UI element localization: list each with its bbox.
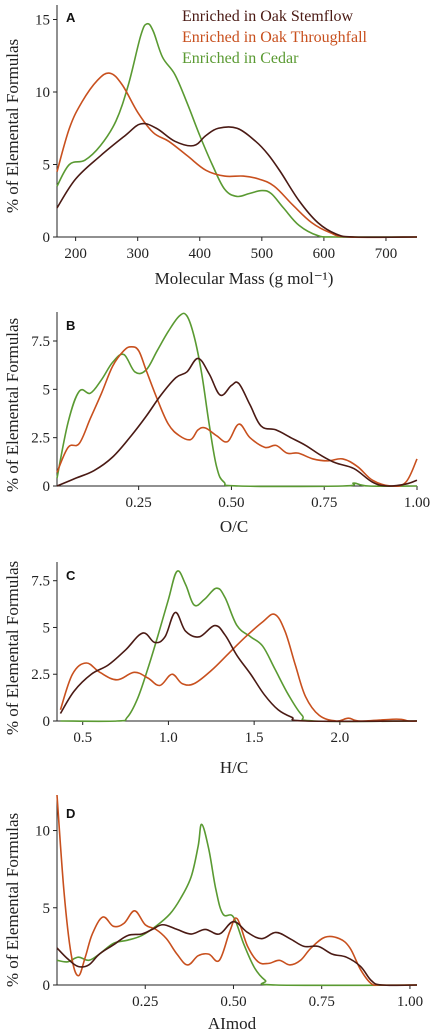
- panel-d-letter: D: [66, 806, 75, 821]
- panel-c-y-tick-label: 7.5: [31, 574, 50, 590]
- panel-b-x-tick-label: 0.75: [311, 495, 337, 511]
- panel-b-series-enriched-in-oak-stemflow: [56, 357, 418, 487]
- panel-c-x-tick-label: 1.5: [245, 730, 264, 746]
- panel-a-ylabel: % of Elemental Formulas: [3, 39, 22, 213]
- panel-b-x-tick-label: 0.50: [218, 495, 244, 511]
- panel-d-x-tick-label: 0.75: [309, 994, 335, 1010]
- panel-c-letter: C: [66, 568, 76, 583]
- panel-a-legend: Enriched in Oak Stemflow Enriched in Oak…: [182, 8, 368, 67]
- panel-d-y-tick-label: 0: [43, 978, 51, 994]
- panel-b-y-tick-label: 5: [43, 382, 51, 398]
- panel-d-xlabel: AImod: [208, 1014, 257, 1033]
- panel-a-x-tick-label: 500: [251, 246, 274, 262]
- panel-d-plot: 0 5 10 0.25 0.50 0.75 1.00: [35, 794, 423, 1010]
- panel-a-y-tick-label: 5: [43, 158, 51, 174]
- panel-c-series-enriched-in-cedar: [60, 570, 418, 723]
- legend-cedar: Enriched in Cedar: [182, 50, 299, 67]
- panel-c-y-tick-label: 2.5: [31, 667, 50, 683]
- panel-a-series-enriched-in-cedar: [56, 22, 418, 238]
- panel-b-x-tick-label: 0.25: [126, 495, 152, 511]
- panel-b-xlabel: O/C: [220, 517, 248, 536]
- panel-b-plot: 0 2.5 5 7.5 0.25 0.50 0.75 1.00: [31, 312, 430, 511]
- legend-oak-stemflow: Enriched in Oak Stemflow: [182, 8, 354, 25]
- panel-d-ylabel: % of Elemental Formulas: [3, 813, 22, 987]
- panel-d-series-enriched-in-cedar: [56, 823, 418, 987]
- panel-d: D % of Elemental Formulas AImod: [3, 806, 257, 1033]
- panel-d-y-tick-label: 10: [35, 824, 50, 840]
- panel-c-y-tick-label: 0: [43, 714, 51, 730]
- panel-c-x-tick-label: 2.0: [330, 730, 349, 746]
- panel-b-y-tick-label: 7.5: [31, 334, 50, 350]
- panel-a-x-tick-label: 400: [189, 246, 212, 262]
- panel-d-x-tick-label: 0.50: [220, 994, 246, 1010]
- panel-c-x-tick-label: 1.0: [159, 730, 178, 746]
- panel-d-series-enriched-in-oak-throughfall: [56, 794, 418, 986]
- panel-c-x-tick-label: 0.5: [73, 730, 92, 746]
- panel-b-series-enriched-in-cedar: [56, 312, 418, 488]
- panel-c-xlabel: H/C: [220, 758, 248, 777]
- panel-c-series-enriched-in-oak-stemflow: [59, 611, 418, 723]
- panel-d-y-tick-label: 5: [43, 901, 51, 917]
- panel-a-x-tick-label: 700: [375, 246, 398, 262]
- panel-b-y-tick-label: 0: [43, 479, 51, 495]
- panel-b-series-enriched-in-oak-throughfall: [56, 345, 418, 488]
- panel-a-y-tick-label: 0: [43, 230, 51, 246]
- panel-c-plot: 0 2.5 5 7.5 0.5 1.0 1.5 2.0: [31, 562, 418, 746]
- panel-a: A Enriched in Oak Stemflow Enriched in O…: [3, 8, 368, 288]
- panel-b: B % of Elemental Formulas O/C: [3, 318, 248, 536]
- panel-a-x-tick-label: 600: [313, 246, 336, 262]
- panel-a-letter: A: [66, 10, 76, 25]
- panel-d-x-tick-label: 0.25: [132, 994, 158, 1010]
- panel-c: C % of Elemental Formulas H/C: [3, 561, 248, 777]
- panel-c-series-enriched-in-oak-throughfall: [59, 613, 418, 722]
- panel-a-y-tick-label: 10: [35, 85, 50, 101]
- panel-a-y-tick-label: 15: [35, 13, 50, 29]
- panel-b-y-tick-label: 2.5: [31, 431, 50, 447]
- panel-a-plot: 0 5 10 15 200 300 400 500 600 700: [35, 5, 418, 262]
- panel-a-x-tick-label: 200: [64, 246, 87, 262]
- panel-a-xlabel: Molecular Mass (g mol⁻¹): [155, 269, 334, 288]
- legend-oak-throughfall: Enriched in Oak Throughfall: [182, 29, 368, 46]
- panel-a-series-enriched-in-oak-stemflow: [56, 122, 418, 239]
- panel-b-letter: B: [66, 318, 75, 333]
- panel-c-y-tick-label: 5: [43, 620, 51, 636]
- panel-d-x-tick-label: 1.00: [397, 994, 423, 1010]
- panel-a-series-enriched-in-oak-throughfall: [56, 72, 418, 239]
- panel-d-series-enriched-in-oak-stemflow: [56, 920, 418, 987]
- panel-c-ylabel: % of Elemental Formulas: [3, 561, 22, 735]
- panel-b-ylabel: % of Elemental Formulas: [3, 318, 22, 492]
- panel-a-x-tick-label: 300: [126, 246, 149, 262]
- panel-b-x-tick-label: 1.00: [404, 495, 430, 511]
